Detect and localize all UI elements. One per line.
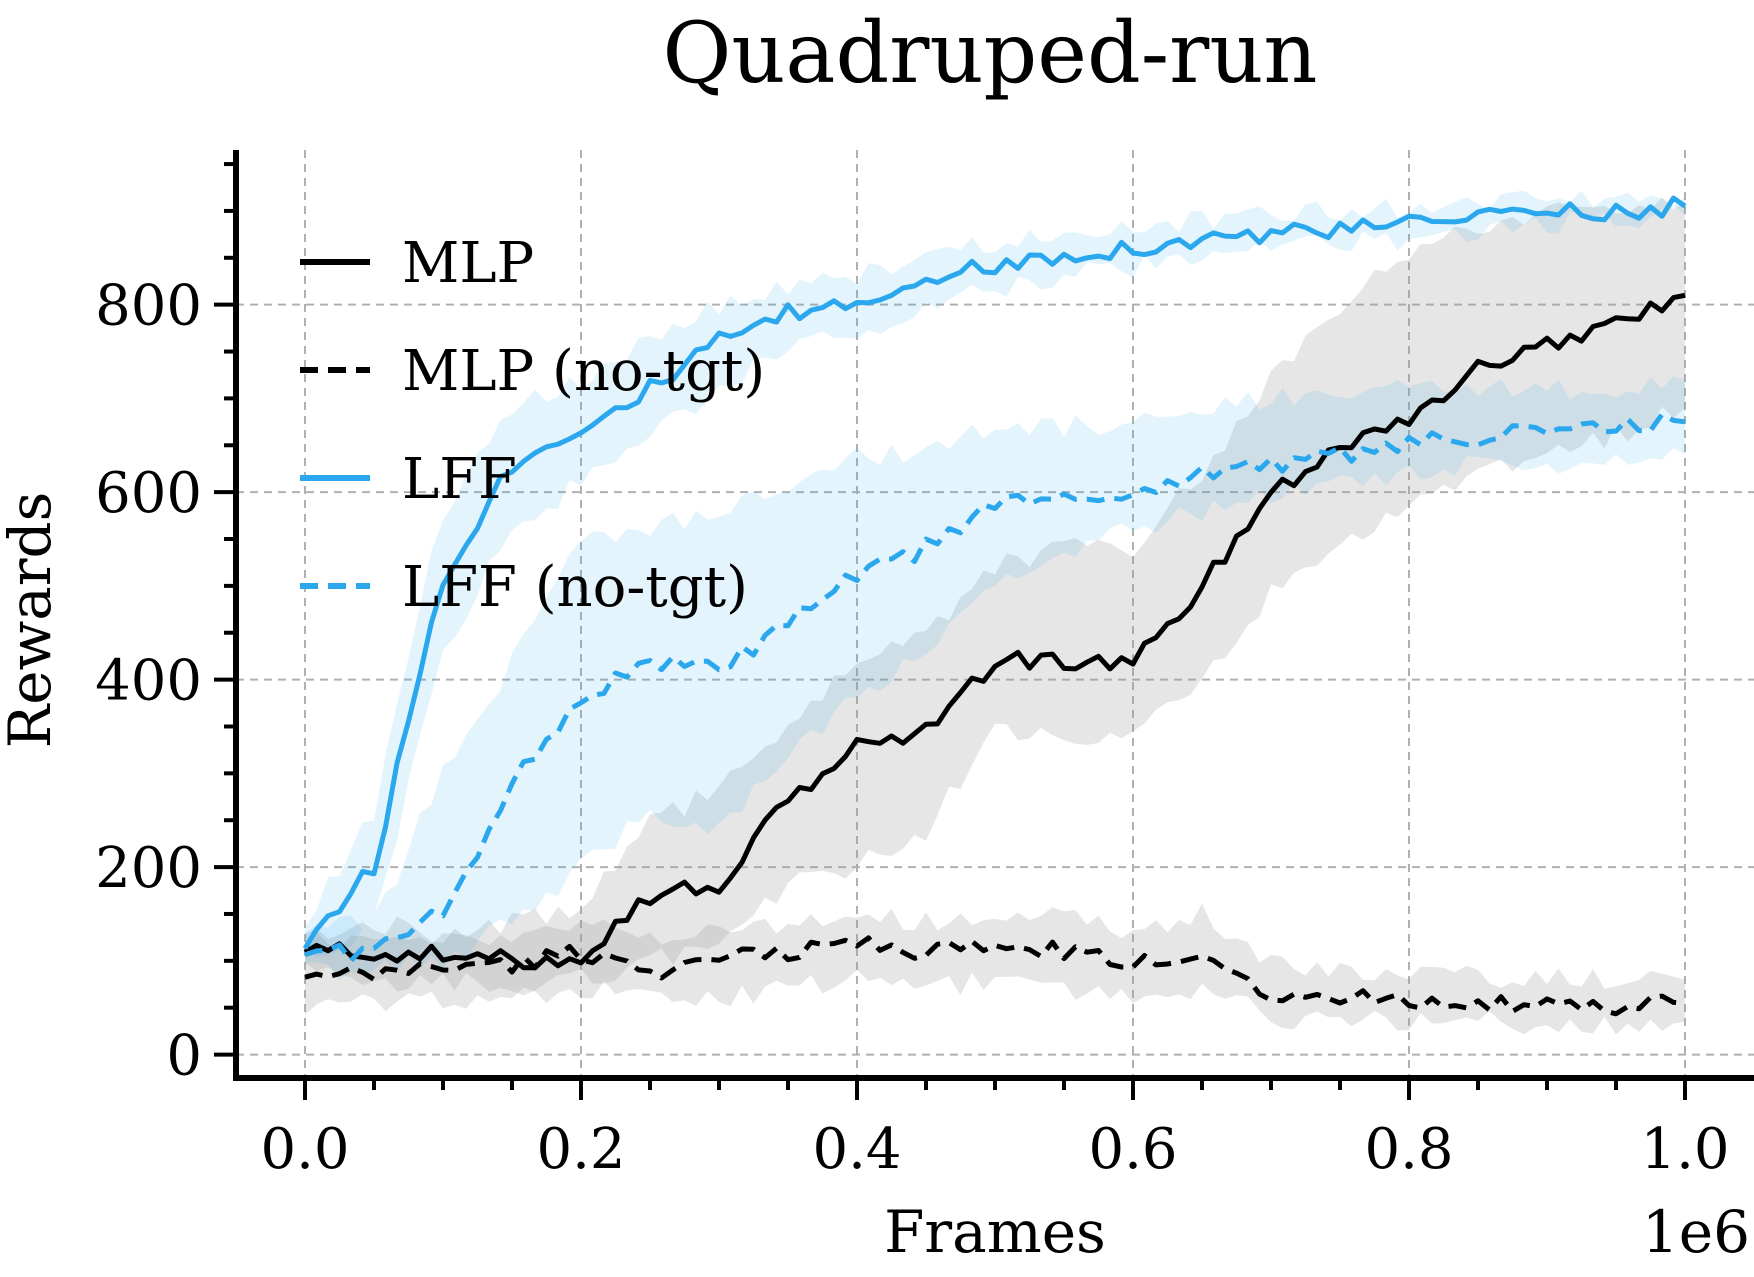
legend-label: LFF <box>402 447 517 512</box>
x-tick-label: 0.8 <box>1364 1117 1453 1182</box>
y-tick-label: 400 <box>95 649 202 714</box>
x-tick-label: 0.0 <box>260 1117 349 1182</box>
legend-item: LFF (no-tgt) <box>300 555 748 620</box>
x-axis-label: Frames <box>884 1198 1106 1266</box>
legend-item: MLP <box>300 231 534 296</box>
axes <box>214 150 1754 1100</box>
y-tick-label: 600 <box>95 461 202 526</box>
lff-line <box>302 195 1687 950</box>
legend-label: LFF (no-tgt) <box>402 555 748 620</box>
tick-labels: 0.0 0.2 0.4 0.6 0.8 1.0 0 200 400 600 800 <box>95 274 1729 1182</box>
y-tick-label: 0 <box>166 1024 202 1089</box>
mlp-no-tgt-line <box>304 935 1686 1017</box>
chart-title: Quadruped-run <box>662 4 1317 102</box>
legend: MLP MLP (no-tgt) LFF LFF (no-tgt) <box>300 231 765 620</box>
x-tick-label: 0.6 <box>1088 1117 1177 1182</box>
x-axis-offset-text: 1e6 <box>1642 1198 1750 1266</box>
lff-no-tgt-line <box>304 411 1686 964</box>
x-tick-label: 1.0 <box>1640 1117 1729 1182</box>
legend-item: MLP (no-tgt) <box>300 339 765 404</box>
lff-no-tgt-band <box>305 376 1685 980</box>
legend-label: MLP <box>402 231 534 296</box>
x-tick-label: 0.4 <box>812 1117 901 1182</box>
mlp-band <box>305 197 1685 996</box>
y-tick-label: 800 <box>95 274 202 339</box>
legend-item: LFF <box>300 447 517 512</box>
y-axis-label: Rewards <box>0 492 64 749</box>
x-tick-label: 0.2 <box>536 1117 625 1182</box>
series-lines <box>302 195 1687 1017</box>
y-tick-label: 200 <box>95 836 202 901</box>
legend-label: MLP (no-tgt) <box>402 339 765 404</box>
